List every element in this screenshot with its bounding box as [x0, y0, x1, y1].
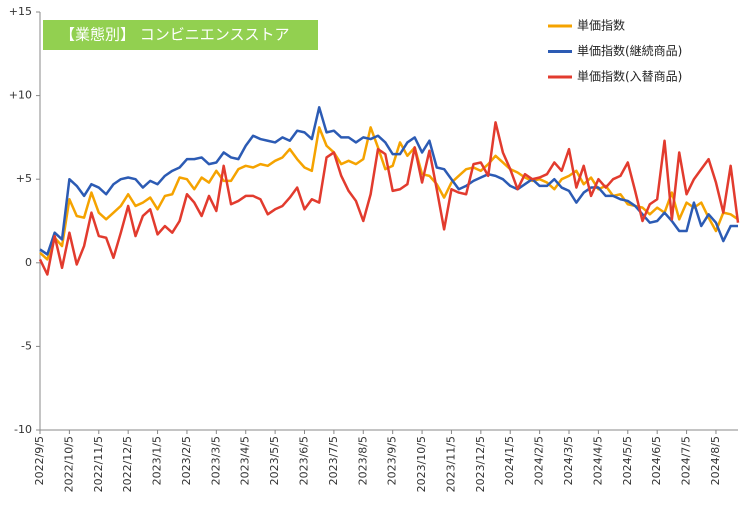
x-tick-label: 2023/5/5: [268, 436, 281, 485]
x-tick-label: 2022/9/5: [33, 436, 46, 485]
chart-title: 【業態別】 コンビニエンスストア: [60, 26, 289, 44]
y-tick-label: +15: [9, 5, 32, 18]
title-box: [43, 20, 318, 50]
legend-label: 単価指数(継続商品): [577, 43, 682, 58]
x-tick-label: 2023/1/5: [151, 436, 164, 485]
x-tick-label: 2024/3/5: [562, 436, 575, 485]
x-tick-label: 2024/5/5: [621, 436, 634, 485]
y-tick-label: +10: [9, 89, 32, 102]
x-tick-label: 2023/11/5: [444, 436, 457, 492]
x-tick-label: 2022/12/5: [121, 436, 134, 492]
x-tick-label: 2023/3/5: [209, 436, 222, 485]
x-tick-label: 2023/7/5: [327, 436, 340, 485]
legend-label: 単価指数(入替商品): [577, 69, 682, 84]
y-tick-label: -5: [21, 339, 32, 352]
series-line: [39, 106, 738, 256]
x-tick-label: 2023/10/5: [415, 436, 428, 492]
x-tick-label: 2024/6/5: [650, 436, 663, 485]
x-tick-label: 2024/7/5: [680, 436, 693, 485]
x-tick-label: 2022/11/5: [92, 436, 105, 492]
x-tick-label: 2024/1/5: [503, 436, 516, 485]
y-tick-label: +5: [16, 172, 32, 185]
x-tick-label: 2023/4/5: [239, 436, 252, 485]
x-tick-label: 2023/6/5: [298, 436, 311, 485]
y-tick-label: 0: [25, 256, 32, 269]
legend-label: 単価指数: [577, 18, 625, 33]
x-tick-label: 2024/8/5: [709, 436, 722, 485]
x-tick-label: 2022/10/5: [62, 436, 75, 492]
x-tick-label: 2024/4/5: [591, 436, 604, 485]
x-tick-label: 2023/9/5: [386, 436, 399, 485]
y-tick-label: -10: [14, 423, 32, 436]
x-tick-label: 2023/2/5: [180, 436, 193, 485]
x-tick-label: 2023/8/5: [356, 436, 369, 485]
x-tick-label: 2023/12/5: [474, 436, 487, 492]
x-tick-label: 2024/2/5: [533, 436, 546, 485]
series-line: [38, 121, 740, 276]
